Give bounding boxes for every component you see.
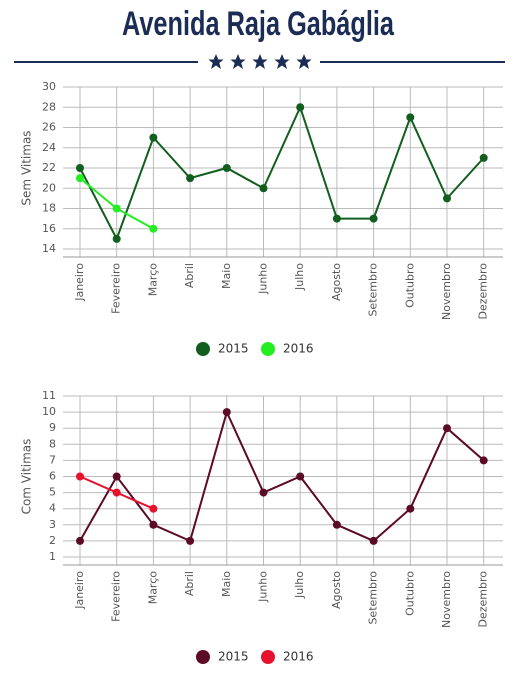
y-tick-label: 22 — [42, 161, 56, 174]
x-tick-label: Novembro — [440, 571, 453, 628]
x-tick-label: Outubro — [403, 571, 416, 616]
data-point — [149, 224, 158, 233]
x-tick-label: Julho — [293, 263, 306, 291]
x-tick-label: Agosto — [330, 571, 343, 609]
data-point — [296, 103, 305, 112]
x-tick-label: Setembro — [367, 263, 380, 317]
x-tick-label: Junho — [257, 571, 270, 603]
data-point — [112, 488, 121, 497]
data-point — [112, 204, 121, 213]
data-point — [332, 520, 341, 529]
x-tick-label: Fevereiro — [110, 263, 123, 314]
data-point — [479, 153, 488, 162]
legend-swatch — [196, 650, 210, 664]
data-point — [406, 113, 415, 122]
data-point — [76, 536, 84, 545]
data-point — [186, 174, 195, 183]
data-point — [76, 164, 84, 172]
data-point — [332, 214, 341, 223]
data-point — [296, 472, 305, 481]
data-point — [186, 536, 195, 545]
x-tick-label: Janeiro — [73, 263, 86, 302]
data-point — [259, 184, 268, 193]
y-tick-label: 14 — [42, 242, 56, 255]
series-line — [79, 104, 485, 242]
data-point — [369, 214, 378, 223]
y-tick-label: 24 — [42, 141, 56, 154]
y-tick-label: 2 — [49, 534, 56, 547]
data-point — [222, 408, 231, 417]
x-tick-label: Março — [146, 263, 159, 297]
y-tick-label: 4 — [49, 502, 56, 515]
y-tick-label: 10 — [42, 405, 56, 418]
y-tick-label: 9 — [49, 421, 56, 434]
x-tick-label: Maio — [220, 571, 233, 597]
legend-swatch — [261, 342, 275, 356]
y-tick-label: 3 — [49, 518, 56, 531]
page-title: Avenida Raja Gabáglia — [122, 5, 395, 43]
y-axis-label: Com Vitimas — [20, 439, 34, 515]
data-point — [259, 488, 268, 497]
x-tick-label: Outubro — [403, 263, 416, 308]
legend-swatch — [261, 650, 275, 664]
data-point — [149, 520, 158, 529]
x-tick-label: Novembro — [440, 263, 453, 320]
legend-label: 2016 — [283, 342, 314, 356]
legend-swatch — [196, 342, 210, 356]
x-tick-label: Dezembro — [477, 571, 490, 628]
y-tick-label: 28 — [42, 100, 56, 113]
data-point — [149, 133, 158, 142]
y-tick-label: 26 — [42, 121, 56, 134]
x-tick-label: Maio — [220, 263, 233, 289]
data-point — [406, 504, 415, 513]
data-point — [369, 536, 378, 545]
data-point — [443, 194, 451, 203]
data-point — [479, 456, 488, 465]
y-axis-label: Sem Vitimas — [20, 130, 34, 205]
legend-label: 2016 — [283, 650, 314, 664]
y-tick-label: 20 — [42, 181, 56, 194]
data-point — [443, 424, 451, 433]
y-tick-label: 6 — [49, 470, 56, 483]
data-point — [112, 234, 121, 243]
x-tick-label: Julho — [293, 571, 306, 599]
x-tick-label: Janeiro — [73, 571, 86, 610]
y-tick-label: 5 — [49, 486, 56, 499]
x-tick-label: Dezembro — [477, 263, 490, 320]
x-tick-label: Março — [146, 571, 159, 605]
y-tick-label: 11 — [42, 389, 56, 402]
y-tick-label: 8 — [49, 437, 56, 450]
x-tick-label: Abril — [183, 263, 196, 288]
legend-label: 2015 — [218, 650, 249, 664]
legend-label: 2015 — [218, 342, 249, 356]
data-point — [76, 174, 84, 183]
data-point — [76, 472, 84, 481]
series-line — [79, 409, 485, 543]
y-tick-label: 7 — [49, 453, 56, 466]
y-tick-label: 16 — [42, 222, 56, 235]
stars — [208, 54, 312, 69]
x-tick-label: Agosto — [330, 263, 343, 301]
data-point — [149, 504, 158, 513]
x-tick-label: Fevereiro — [110, 571, 123, 622]
x-tick-label: Setembro — [367, 571, 380, 625]
data-point — [112, 472, 121, 481]
x-tick-label: Abril — [183, 571, 196, 596]
y-tick-label: 18 — [42, 202, 56, 215]
data-point — [222, 164, 231, 172]
x-tick-label: Junho — [257, 263, 270, 295]
y-tick-label: 1 — [49, 550, 56, 563]
y-tick-label: 30 — [42, 80, 56, 93]
